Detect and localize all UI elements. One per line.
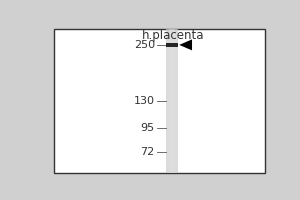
Text: 72: 72 (141, 147, 155, 157)
Bar (167, 43, 178, 47)
Text: 250: 250 (134, 40, 155, 50)
Text: h.placenta: h.placenta (142, 29, 204, 42)
Bar (169, 29, 175, 173)
Bar (167, 29, 178, 173)
Text: 130: 130 (134, 96, 155, 106)
Polygon shape (179, 39, 192, 50)
Text: 95: 95 (141, 123, 155, 133)
